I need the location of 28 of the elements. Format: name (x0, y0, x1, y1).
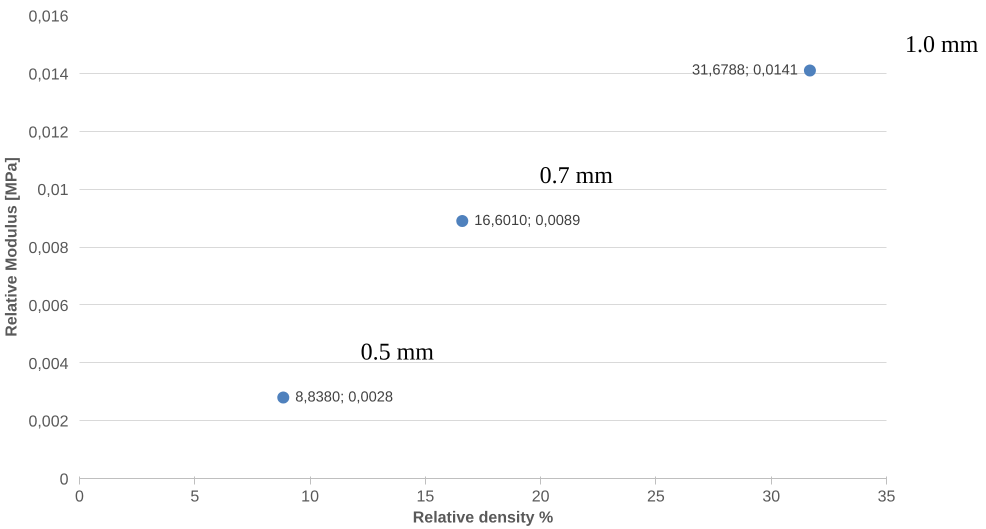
y-tick-label: 0,014 (28, 66, 69, 84)
y-tick-label: 0,01 (37, 182, 69, 200)
x-tick-label: 25 (647, 488, 665, 506)
x-axis-title: Relative density % (412, 510, 554, 526)
x-tick-label: 15 (416, 488, 434, 506)
data-label: 8,8380; 0,0028 (295, 389, 394, 406)
y-tick-label: 0,004 (28, 356, 69, 373)
x-tick-label: 5 (190, 488, 200, 506)
annotation: 0.7 mm (540, 162, 614, 189)
point (804, 64, 816, 76)
point (456, 214, 468, 227)
x-tick-label: 30 (762, 488, 780, 506)
y-tick-label: 0,008 (28, 240, 69, 257)
x-tick-label: 35 (878, 488, 896, 506)
data-label: 31,6788; 0,0141 (692, 62, 798, 78)
x-tick-label: 20 (532, 488, 550, 506)
x-tick-label: 10 (301, 488, 320, 506)
y-tick-label: 0 (60, 472, 69, 488)
data-label: 16,6010; 0,0089 (474, 212, 580, 229)
text: 1.0 mm (905, 31, 978, 60)
annotation: 0.5 mm (360, 339, 434, 366)
y-tick-label: 0,006 (28, 298, 69, 315)
y-tick-label: 0,012 (28, 124, 69, 142)
y-tick-label: 0,002 (28, 414, 69, 431)
y-axis-title: Relative Modulus [MPa] (3, 157, 20, 337)
point (277, 391, 290, 404)
x-tick-label: 0 (75, 488, 84, 506)
y-tick-label: 0,016 (28, 8, 69, 26)
